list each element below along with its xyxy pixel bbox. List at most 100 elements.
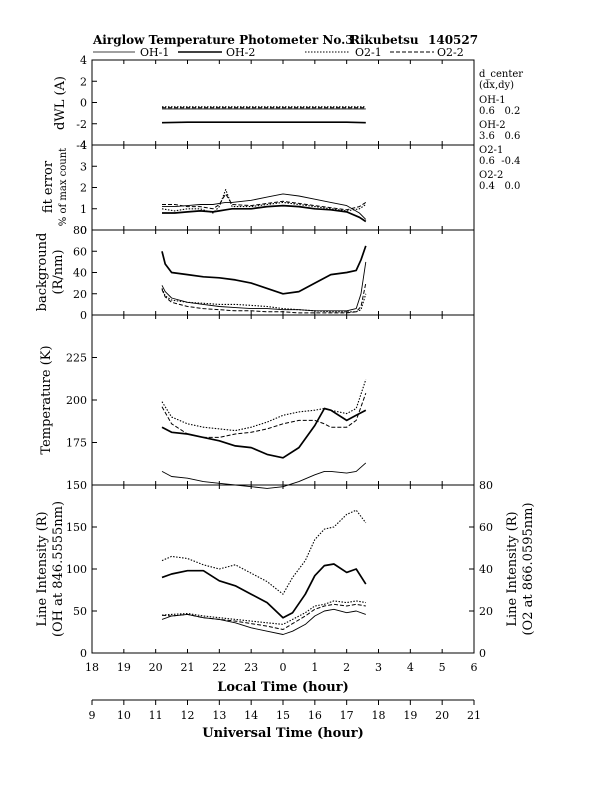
universal-time-label: Universal Time (hour) <box>202 726 364 741</box>
d-center-value-o21: 0.6 -0.4 <box>479 156 521 167</box>
panel-bg-frame <box>91 229 475 316</box>
local-time-tick-label: 0 <box>280 661 287 674</box>
d-center-value-o22: 0.4 0.0 <box>479 181 520 192</box>
d-center-title: d_center <box>479 69 523 80</box>
universal-time-tick-label: 17 <box>340 709 354 722</box>
intensity-ylabel-line1: Line Intensity (R) <box>35 511 50 626</box>
temp-series-o2-2 <box>161 393 367 438</box>
local-time-tick-label: 2 <box>343 661 350 674</box>
intensity-ytick-label: 100 <box>66 563 87 576</box>
fit-series-oh-2 <box>162 204 367 223</box>
bg-series-o2-1 <box>161 288 367 313</box>
bg-ylabel-line1: background <box>35 233 50 312</box>
local-time-tick-label: 23 <box>244 661 258 674</box>
intensity-ytick-label: 50 <box>73 605 87 618</box>
intensity-right-ylabel-line2: (O2 at 866.0595nm) <box>521 502 536 635</box>
d-center-name-o22: O2-2 <box>479 170 503 181</box>
intensity-right-ylabel-line1: Line Intensity (R) <box>505 511 520 626</box>
fit-ylabel-line2: % of max count <box>58 148 69 226</box>
dwl-ylabel: dWL (A) <box>53 76 68 130</box>
universal-time-tick-label: 15 <box>276 709 290 722</box>
intensity-right-ytick-label: 0 <box>479 647 486 660</box>
bg-ytick-label: 0 <box>80 309 87 322</box>
universal-time-tick-label: 19 <box>403 709 417 722</box>
intensity-right-ytick-label: 20 <box>479 605 493 618</box>
local-time-tick-label: 19 <box>117 661 131 674</box>
intensity-series-o2-2 <box>161 603 366 630</box>
d-center-value-oh2: 3.6 0.6 <box>479 131 520 142</box>
d-center-name-oh2: OH-2 <box>479 120 506 131</box>
figure-title: Airglow Temperature Photometer No.3 <box>92 33 354 47</box>
dwl-ytick-label: 2 <box>80 75 87 88</box>
intensity-series-o2-1-right-axis <box>161 509 367 595</box>
temp-ytick-label: 225 <box>66 352 87 365</box>
dwl-ytick-label: 0 <box>80 97 87 110</box>
fit-ytick-label: 2 <box>80 182 87 195</box>
axis-ticks: 18 19 20 21 22 23 0 1 2 3 4 5 69 10 11 12 13 14 15 16 17 18 19… <box>66 54 493 722</box>
bg-ytick-label: 20 <box>73 288 87 301</box>
data-series <box>161 106 367 635</box>
universal-time-tick-label: 21 <box>467 709 481 722</box>
fit-series-o2-2 <box>162 193 367 211</box>
panel-temp-frame <box>91 314 475 486</box>
dwl-series-oh-2 <box>161 121 366 124</box>
universal-time-tick-label: 9 <box>89 709 96 722</box>
local-time-tick-label: 21 <box>181 661 195 674</box>
legend-label-oh2: OH-2 <box>226 46 255 59</box>
date-code: 140527 <box>428 33 478 47</box>
local-time-tick-label: 5 <box>439 661 446 674</box>
panel-fit-frame <box>91 144 475 231</box>
intensity-series-oh-2 <box>161 563 367 619</box>
fit-series-o2-1 <box>161 189 367 214</box>
temp-series-oh-1 <box>161 462 367 489</box>
universal-time-tick-label: 11 <box>149 709 163 722</box>
temp-ytick-label: 200 <box>66 394 87 407</box>
temp-ylabel: Temperature (K) <box>39 345 54 454</box>
panel-dwl-frame <box>91 59 475 146</box>
intensity-ytick-label: 150 <box>66 521 87 534</box>
dwl-ytick-label: -2 <box>76 118 87 131</box>
bg-ytick-label: 80 <box>73 224 87 237</box>
universal-time-tick-label: 12 <box>181 709 195 722</box>
local-time-label: Local Time (hour) <box>217 680 349 695</box>
intensity-right-ytick-label: 60 <box>479 521 493 534</box>
bg-series-oh-1 <box>161 261 367 312</box>
temp-series-o2-1 <box>161 379 367 432</box>
universal-time-tick-label: 18 <box>372 709 386 722</box>
fit-ylabel-line1: fit error <box>41 160 56 213</box>
fit-ytick-label: 0 <box>80 224 87 237</box>
d-center-subtitle: (dx,dy) <box>479 80 514 91</box>
intensity-right-ytick-label: 40 <box>479 563 493 576</box>
local-time-tick-label: 1 <box>311 661 318 674</box>
legend: OH-1 OH-2 O2-1 O2-2 <box>93 46 464 59</box>
intensity-ylabel-line2: (OH at 846.5555nm) <box>51 501 66 637</box>
local-time-tick-label: 18 <box>85 661 99 674</box>
intensity-ytick-label: 0 <box>80 647 87 660</box>
temp-ytick-label: 175 <box>66 437 87 450</box>
universal-time-tick-label: 16 <box>308 709 322 722</box>
temp-series-oh-2 <box>161 407 367 459</box>
universal-time-tick-label: 14 <box>244 709 258 722</box>
dwl-ytick-label: 4 <box>80 54 87 67</box>
d-center-value-oh1: 0.6 0.2 <box>479 106 520 117</box>
fit-ytick-label: 3 <box>80 160 87 173</box>
fit-series-oh-1 <box>162 193 367 220</box>
d-center-note: d_center (dx,dy) OH-1 0.6 0.2 OH-2 3.6 0… <box>479 69 523 192</box>
dwl-ytick-label: -4 <box>76 139 87 152</box>
legend-label-o22: O2-2 <box>437 46 464 59</box>
universal-time-tick-label: 13 <box>212 709 226 722</box>
legend-label-oh1: OH-1 <box>140 46 169 59</box>
universal-time-tick-label: 20 <box>435 709 449 722</box>
local-time-tick-label: 20 <box>149 661 163 674</box>
bg-ylabel-line2: (R/nm) <box>51 249 66 294</box>
site-name: Rikubetsu <box>350 33 419 47</box>
fit-ytick-label: 1 <box>80 203 87 216</box>
bg-ytick-label: 40 <box>73 267 87 280</box>
panel-intensity-frame <box>91 484 475 654</box>
universal-time-tick-label: 10 <box>117 709 131 722</box>
temp-ytick-label: 150 <box>66 479 87 492</box>
local-time-tick-label: 6 <box>471 661 478 674</box>
d-center-name-o21: O2-1 <box>479 145 503 156</box>
bg-series-o2-2 <box>161 282 367 314</box>
